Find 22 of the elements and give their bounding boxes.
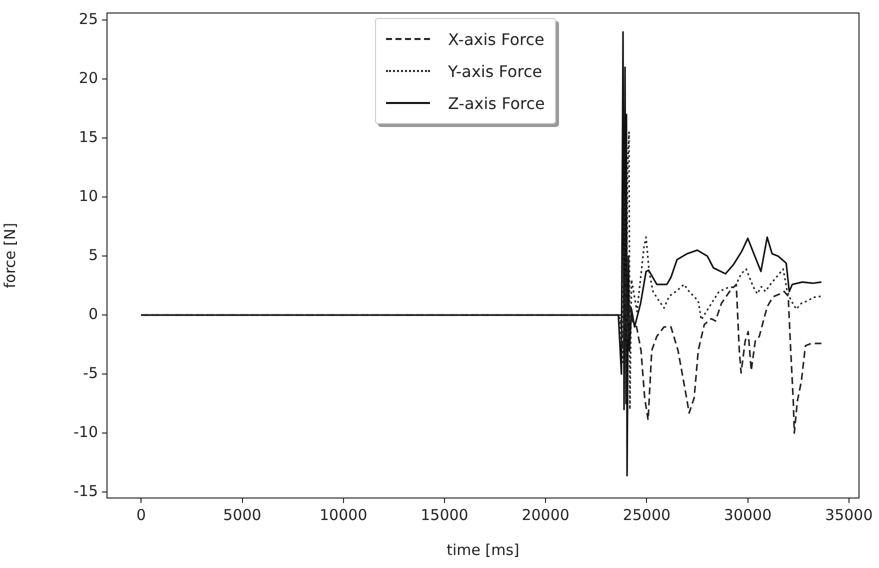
y-tick-label: 20 — [78, 68, 98, 87]
y-tick-label: 10 — [78, 186, 98, 205]
x-tick-label: 15000 — [420, 506, 468, 524]
legend-label: X-axis Force — [448, 30, 544, 48]
y-tick-label: 15 — [78, 128, 98, 146]
x-tick-label: 10000 — [320, 506, 368, 524]
y-tick-label: 5 — [88, 246, 98, 264]
y-axis-title: force [N] — [0, 222, 19, 288]
y-tick-label: -10 — [74, 422, 98, 441]
y-tick-label: -15 — [74, 482, 98, 500]
x-tick-label: 5000 — [223, 506, 262, 524]
x-axis-title: time [ms] — [446, 540, 520, 559]
legend-label: Y-axis Force — [448, 62, 542, 80]
y-tick-label: 0 — [88, 304, 98, 323]
x-tick-label: 30000 — [724, 506, 772, 524]
y-tick-label: 25 — [78, 10, 98, 28]
x-tick-label: 20000 — [522, 506, 570, 524]
legend-label: Z-axis Force — [448, 94, 545, 112]
y-tick-label: -5 — [83, 364, 98, 382]
x-tick-label: 25000 — [622, 506, 671, 524]
x-tick-label: 35000 — [825, 506, 873, 524]
x-tick-label: 0 — [136, 506, 146, 524]
